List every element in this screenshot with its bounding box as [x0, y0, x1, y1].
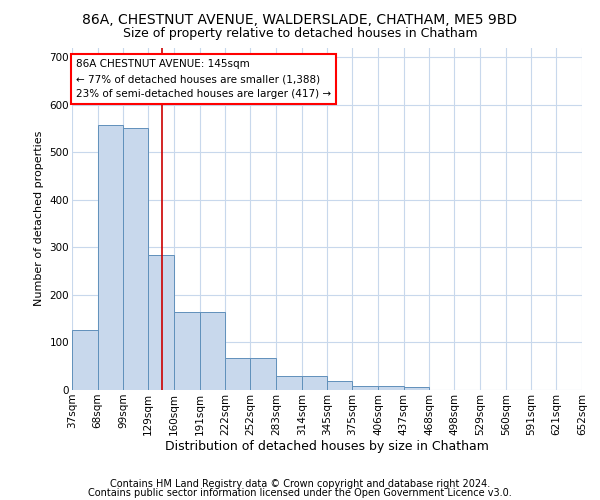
Bar — [226, 358, 250, 390]
Bar — [276, 376, 302, 390]
Text: Contains public sector information licensed under the Open Government Licence v3: Contains public sector information licen… — [88, 488, 512, 498]
Bar — [302, 376, 328, 390]
X-axis label: Distribution of detached houses by size in Chatham: Distribution of detached houses by size … — [165, 440, 489, 454]
Text: Size of property relative to detached houses in Chatham: Size of property relative to detached ho… — [122, 28, 478, 40]
Bar — [200, 312, 226, 390]
Text: Contains HM Land Registry data © Crown copyright and database right 2024.: Contains HM Land Registry data © Crown c… — [110, 479, 490, 489]
Bar — [98, 125, 124, 390]
Bar — [404, 387, 430, 390]
Bar — [328, 381, 352, 390]
Bar — [174, 312, 200, 390]
Bar — [250, 358, 276, 390]
Text: 86A CHESTNUT AVENUE: 145sqm
← 77% of detached houses are smaller (1,388)
23% of : 86A CHESTNUT AVENUE: 145sqm ← 77% of det… — [76, 60, 331, 99]
Bar — [72, 330, 98, 390]
Bar — [378, 386, 404, 390]
Y-axis label: Number of detached properties: Number of detached properties — [34, 131, 44, 306]
Text: 86A, CHESTNUT AVENUE, WALDERSLADE, CHATHAM, ME5 9BD: 86A, CHESTNUT AVENUE, WALDERSLADE, CHATH… — [82, 12, 518, 26]
Bar — [352, 386, 378, 390]
Bar — [124, 128, 148, 390]
Bar — [148, 256, 174, 390]
